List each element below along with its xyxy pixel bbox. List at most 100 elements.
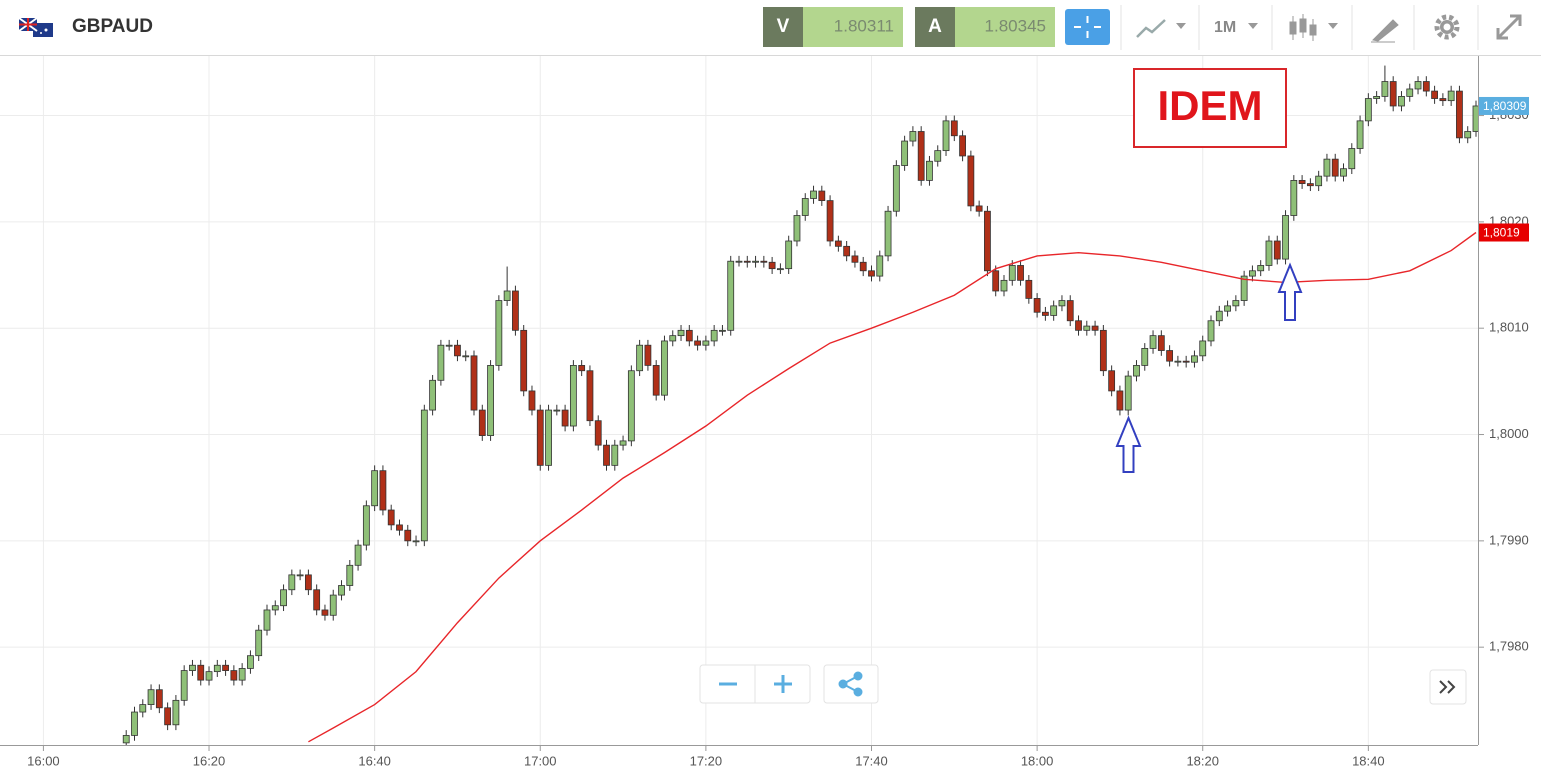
sell-button[interactable] (763, 7, 803, 47)
candle-body (652, 365, 660, 396)
candle-body (1191, 355, 1198, 363)
candle-body (495, 300, 503, 366)
candle-body (1348, 148, 1356, 170)
candle-body (1017, 265, 1024, 281)
candle-body (338, 585, 345, 596)
candle-body (189, 664, 196, 671)
candle-body (569, 365, 577, 427)
candle-body (1091, 325, 1099, 331)
candle-body (777, 268, 784, 271)
candle-body (1290, 180, 1298, 216)
candle-body (1199, 340, 1207, 357)
share-button[interactable] (823, 664, 879, 704)
candle-body (503, 290, 511, 301)
candle-body (1364, 98, 1372, 122)
candle-body (296, 574, 304, 577)
x-tick-label: 18:40 (1352, 753, 1385, 768)
scroll-button[interactable] (1429, 669, 1467, 705)
candle-body (147, 689, 155, 705)
candle-body (1174, 360, 1182, 363)
sell-label: V (777, 16, 790, 37)
candle-body (404, 529, 412, 542)
candle-body (892, 165, 900, 212)
candle-body (255, 629, 263, 657)
scroll-icon (1439, 680, 1456, 694)
x-tick-label: 16:40 (358, 753, 391, 768)
draw-icon[interactable] (1371, 19, 1399, 43)
candle-body (445, 344, 453, 347)
candle-body (834, 240, 842, 247)
candle-body (843, 245, 851, 257)
candle-body (1000, 279, 1008, 292)
zoom-controls (699, 664, 1467, 705)
candle-body (1356, 120, 1364, 149)
dropdown-caret (1248, 23, 1258, 29)
candle-icon[interactable] (1289, 14, 1317, 41)
candle-body (553, 409, 561, 412)
candle-body (164, 707, 172, 726)
candle-body (694, 340, 701, 346)
sell-price-box[interactable] (803, 7, 903, 47)
candle-body (851, 255, 859, 263)
candle-body (180, 670, 188, 701)
fullscreen-icon[interactable] (1496, 14, 1522, 40)
candle-body (884, 210, 892, 257)
candle-body (387, 509, 395, 526)
candle-body (735, 260, 743, 263)
candle-body (975, 205, 983, 212)
candle-body (371, 470, 379, 507)
candle-body (1265, 240, 1273, 266)
candle-body (420, 409, 428, 542)
chart-type-icon[interactable] (1136, 19, 1166, 38)
candle-body (627, 370, 635, 442)
candle-body (437, 344, 445, 381)
candle-body (661, 340, 668, 396)
sell-price: 1.80311 (834, 16, 894, 35)
candle-body (685, 329, 693, 342)
candle-body (1182, 360, 1190, 363)
share-icon (838, 671, 863, 697)
ma-tag (1479, 223, 1529, 242)
crosshair-button[interactable] (1065, 9, 1110, 45)
candle-body (1257, 265, 1265, 272)
x-tick-label: 17:40 (855, 753, 888, 768)
candle-body (1033, 298, 1041, 313)
candle-body (677, 329, 685, 337)
crosshair-icon (1074, 16, 1101, 38)
candle-body (1240, 275, 1248, 301)
candle-body (213, 664, 221, 673)
candle-body (1157, 335, 1165, 351)
candle-body (934, 150, 942, 162)
candle-body (197, 664, 205, 681)
candle-body (1207, 320, 1215, 342)
y-tick-label: 1,7990 (1489, 532, 1529, 547)
annotation-box (1133, 68, 1287, 148)
candle-body (1464, 131, 1472, 139)
candle-body (959, 135, 966, 157)
candle-body (1447, 90, 1455, 102)
candle-body (1414, 81, 1422, 90)
buy-button[interactable] (915, 7, 955, 47)
candle-body (545, 409, 552, 466)
candle-body (520, 329, 528, 392)
candle-body (321, 609, 329, 616)
x-tick-label: 16:00 (27, 753, 60, 768)
buy-price-box[interactable] (955, 7, 1055, 47)
candle-body (1066, 300, 1074, 322)
candle-body (271, 605, 279, 611)
candle-body (1323, 158, 1331, 177)
settings-icon[interactable] (1434, 14, 1460, 40)
candle-body (901, 140, 909, 166)
candle-body (487, 365, 494, 436)
timeframe[interactable]: 1M (1214, 19, 1236, 36)
zoom-in[interactable] (774, 675, 792, 693)
candle-body (926, 160, 933, 181)
candle-body (1456, 90, 1463, 139)
candle-body (710, 329, 718, 342)
candle-body (644, 344, 652, 366)
candle-body (950, 120, 958, 137)
y-tick-label: 1,8000 (1489, 426, 1529, 441)
candle-body (1249, 270, 1256, 277)
candle-body (917, 131, 925, 181)
